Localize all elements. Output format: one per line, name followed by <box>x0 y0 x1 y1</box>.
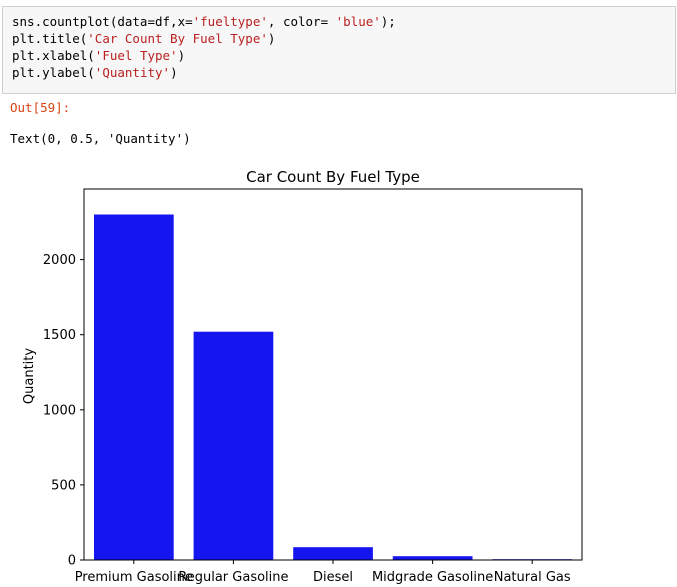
y-tick-label: 2000 <box>43 253 76 268</box>
output-prompt: Out[59]: <box>10 100 71 115</box>
bar-premium-gasoline <box>94 214 174 560</box>
x-tick-label: Regular Gasoline <box>178 570 288 585</box>
plot-frame <box>83 188 583 561</box>
y-tick-label: 500 <box>51 478 76 493</box>
bar-diesel <box>293 547 373 560</box>
code-line-4: plt.ylabel('Quantity') <box>12 65 178 80</box>
x-tick-label: Premium Gasoline <box>75 570 193 585</box>
output-text: Text(0, 0.5, 'Quantity') <box>10 131 191 146</box>
bar-chart: Car Count By Fuel Type Quantity 0 500 1000… <box>22 168 583 585</box>
x-tick-label: Midgrade Gasoline <box>372 570 493 585</box>
bar-regular-gasoline <box>193 331 274 560</box>
code-line-2: plt.title('Car Count By Fuel Type') <box>12 31 276 46</box>
code-line-3: plt.xlabel('Fuel Type') <box>12 48 186 63</box>
chart-title: Car Count By Fuel Type <box>246 168 420 186</box>
x-tick-label: Natural Gas <box>494 570 571 585</box>
code-cell[interactable]: sns.countplot(data=df,x='fueltype', colo… <box>2 6 676 94</box>
y-tick-label: 1500 <box>43 328 76 343</box>
y-tick-label: 1000 <box>43 403 76 418</box>
y-axis-label: Quantity <box>22 348 37 404</box>
y-tick-label: 0 <box>68 554 76 569</box>
bar-midgrade-gasoline <box>392 556 473 560</box>
x-tick-label: Diesel <box>313 570 353 585</box>
code-line-1: sns.countplot(data=df,x='fueltype', colo… <box>12 14 396 29</box>
